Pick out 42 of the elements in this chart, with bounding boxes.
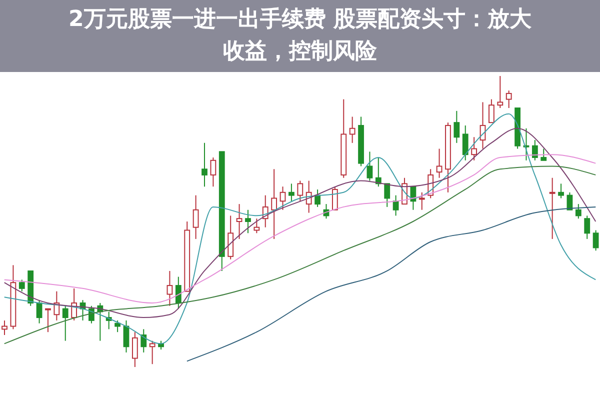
candlestick	[236, 204, 242, 240]
candlestick	[228, 215, 234, 260]
candlestick	[280, 186, 286, 210]
candlestick	[288, 183, 294, 202]
candlestick	[540, 148, 547, 161]
candlestick	[245, 209, 251, 234]
candlestick	[366, 151, 373, 182]
candlestick	[166, 270, 173, 306]
candlestick	[575, 204, 582, 220]
candlestick	[392, 194, 399, 216]
candlestick	[418, 192, 425, 210]
candlestick	[202, 142, 208, 188]
candlestick	[149, 340, 156, 365]
candlestick	[140, 328, 147, 353]
candlestick	[297, 180, 304, 202]
candlestick	[384, 183, 390, 208]
candlestick	[271, 168, 278, 240]
candlestick	[175, 276, 182, 310]
candlestick	[210, 156, 216, 188]
candlestick	[62, 305, 68, 342]
candlestick	[506, 90, 512, 109]
candlestick	[45, 308, 51, 333]
candlestick	[471, 136, 478, 161]
candlestick	[488, 98, 494, 124]
candlestick	[462, 124, 468, 161]
candlestick	[349, 116, 356, 144]
candlestick	[497, 76, 504, 109]
candlestick	[592, 230, 599, 252]
candlestick	[584, 215, 590, 240]
candlestick	[192, 194, 199, 240]
candlestick	[114, 320, 120, 333]
chart-title: 2万元股票一进一出手续费 股票配资头寸：放大收益，控制风险	[68, 6, 532, 66]
candlestick	[436, 148, 442, 178]
candlestick	[558, 183, 564, 199]
candlestick	[454, 110, 460, 144]
candlestick	[132, 332, 138, 368]
candlestick	[549, 177, 556, 240]
candlestick	[54, 290, 60, 321]
candlestick	[254, 218, 260, 234]
candlestick	[123, 320, 130, 353]
candlestick	[18, 279, 25, 292]
candlestick	[532, 140, 538, 161]
